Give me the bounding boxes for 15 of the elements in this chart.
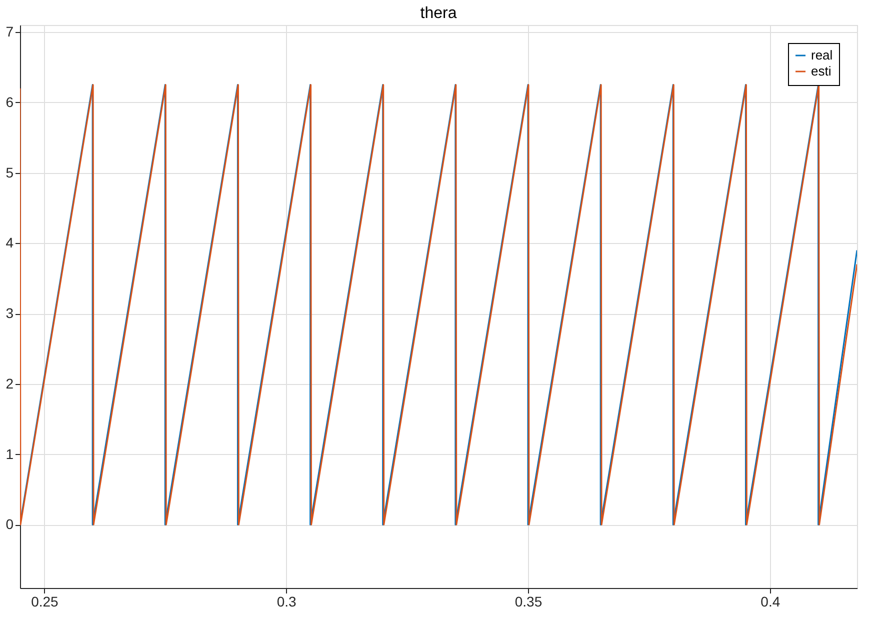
- y-tick-label: 3: [6, 305, 14, 322]
- y-tick-label: 7: [6, 24, 14, 40]
- legend-label: esti: [811, 64, 832, 78]
- x-tick-label: 0.35: [514, 594, 542, 610]
- y-tick-label: 5: [6, 164, 14, 180]
- y-tick-label: 6: [6, 94, 14, 110]
- y-tick-label: 2: [6, 375, 14, 392]
- legend-label: real: [811, 48, 833, 62]
- y-tick-label: 0: [6, 516, 14, 532]
- chart-title: thera: [420, 5, 457, 22]
- x-tick-label: 0.25: [31, 594, 59, 610]
- y-tick-label: 1: [6, 446, 14, 462]
- x-tick-label: 0.4: [760, 594, 780, 610]
- x-tick-label: 0.3: [276, 594, 297, 610]
- y-tick-label: 4: [6, 234, 14, 251]
